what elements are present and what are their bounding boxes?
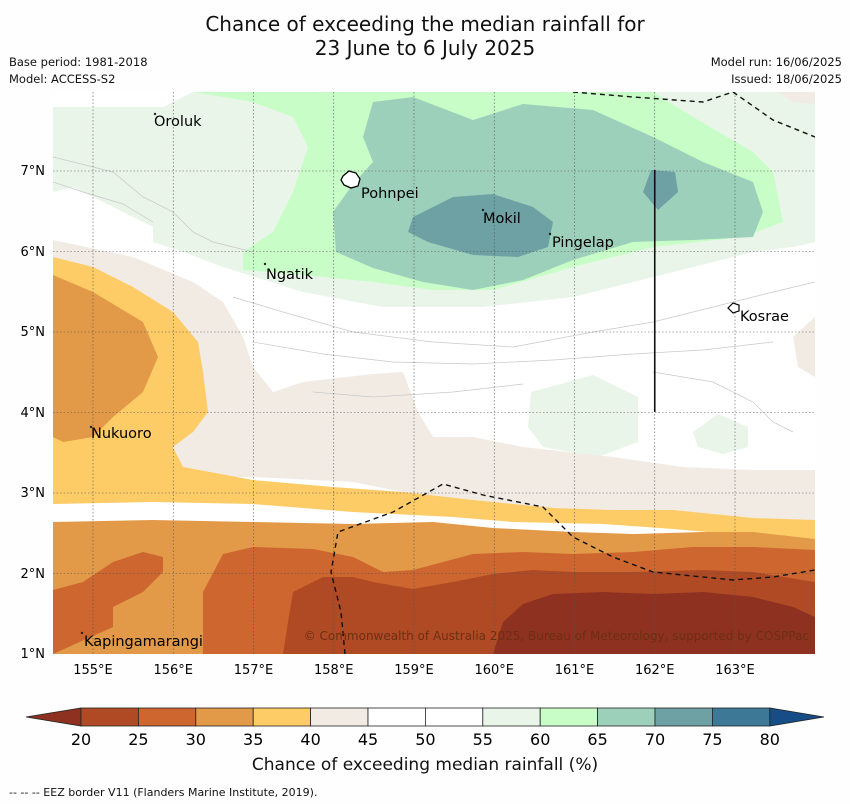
colorbar-tick-label: 55 — [473, 730, 493, 749]
contour-55-60-south — [528, 375, 638, 457]
pingelap-marker — [548, 232, 552, 236]
colorbar-cell — [367, 707, 426, 727]
title-line-1: Chance of exceeding the median rainfall … — [205, 12, 645, 36]
place-mokil: Mokil — [483, 211, 521, 227]
colorbar-cell — [482, 707, 541, 727]
colorbar-cell — [654, 707, 713, 727]
contour-70-75 — [408, 194, 553, 257]
contour-35-40 — [53, 257, 815, 541]
lon-tick: 163°E — [715, 663, 755, 678]
place-pingelap: Pingelap — [552, 235, 614, 251]
contour-lines — [53, 156, 815, 433]
model-name: Model: ACCESS-S2 — [9, 72, 116, 86]
colorbar-tick-label: 35 — [243, 730, 263, 749]
nukuoro-marker — [89, 425, 93, 429]
place-kosrae: Kosrae — [740, 309, 789, 325]
contour-below-20 — [493, 592, 815, 654]
copyright-notice: © Commonwealth of Australia 2025, Bureau… — [304, 629, 809, 643]
gridlines — [53, 92, 815, 654]
oroluk-marker — [153, 112, 157, 116]
colorbar-under-arrow — [25, 707, 82, 727]
base-period: Base period: 1981-2018 — [9, 55, 148, 69]
meta-left: Base period: 1981-2018 Model: ACCESS-S2 — [9, 54, 148, 88]
eez-legend-note: -- -- -- EEZ border V11 (Flanders Marine… — [9, 786, 318, 799]
place-ngatik: Ngatik — [266, 267, 314, 283]
colorbar-tick-label: 20 — [71, 730, 91, 749]
colorbar-title: Chance of exceeding median rainfall (%) — [251, 755, 599, 775]
lon-tick: 161°E — [555, 663, 595, 678]
colorbar-tick-label: 80 — [760, 730, 780, 749]
colorbar-tick-label: 70 — [645, 730, 665, 749]
lon-tick: 157°E — [234, 663, 274, 678]
lat-tick: 1°N — [21, 647, 46, 662]
kosrae-island-icon — [727, 302, 740, 314]
pohnpei-island-icon — [340, 170, 361, 189]
colorbar-tick-label: 30 — [186, 730, 206, 749]
lat-tick: 3°N — [21, 486, 46, 501]
contour-25-30 — [53, 552, 163, 654]
model-run: Model run: 16/06/2025 — [710, 55, 842, 69]
lat-tick: 7°N — [21, 164, 46, 179]
lon-tick: 160°E — [474, 663, 514, 678]
contour-70-75-east — [643, 170, 678, 210]
kapingamarangi-marker — [80, 631, 84, 635]
colorbar-tick-label: 65 — [587, 730, 607, 749]
lat-tick: 5°N — [21, 325, 46, 340]
contour-30-35 — [53, 275, 158, 442]
place-kapingamarangi: Kapingamarangi — [84, 634, 203, 650]
contour-55-60-east — [693, 414, 748, 454]
meta-right: Model run: 16/06/2025 Issued: 18/06/2025 — [711, 54, 842, 88]
lon-tick: 159°E — [394, 663, 434, 678]
ngatik-marker — [263, 262, 267, 266]
colorbar-tick-label: 45 — [358, 730, 378, 749]
colorbar-cell — [137, 707, 197, 727]
lon-tick: 162°E — [635, 663, 675, 678]
lat-tick: 6°N — [21, 245, 46, 260]
colorbar-cell — [195, 707, 254, 727]
colorbar-cell — [539, 707, 599, 727]
colorbar-tick-label: 50 — [415, 730, 435, 749]
map-title: Chance of exceeding the median rainfall … — [0, 12, 850, 60]
lon-tick: 158°E — [314, 663, 354, 678]
colorbar-cell — [424, 707, 484, 727]
axis-ticks: 155°E 156°E 157°E 158°E 159°E 160°E 161°… — [21, 164, 755, 678]
colorbar-cell — [80, 707, 139, 727]
colorbar-cell — [597, 707, 656, 727]
colorbar-cell — [310, 707, 369, 727]
colorbar-tick-label: 75 — [702, 730, 722, 749]
title-line-2: 23 June to 6 July 2025 — [314, 36, 536, 60]
lat-tick: 2°N — [21, 567, 46, 582]
lon-tick: 155°E — [73, 663, 113, 678]
lon-tick: 156°E — [153, 663, 193, 678]
issued-date: Issued: 18/06/2025 — [731, 72, 842, 86]
colorbar-cell — [712, 707, 771, 727]
colorbar-tick-label: 25 — [128, 730, 148, 749]
lat-tick: 4°N — [21, 406, 46, 421]
colorbar-cell — [252, 707, 311, 727]
place-nukuoro: Nukuoro — [91, 426, 152, 442]
contour-40-45 — [53, 240, 815, 522]
eez-borders — [330, 92, 815, 654]
mokil-marker — [481, 208, 485, 212]
place-pohnpei: Pohnpei — [361, 186, 419, 202]
colorbar-tick-label: 60 — [530, 730, 550, 749]
colorbar-over-arrow — [769, 707, 825, 727]
contour-40-45-ne — [778, 92, 815, 104]
rainfall-map: Oroluk Pohnpei Mokil Pingelap Ngatik Kos… — [53, 92, 815, 654]
colorbar-tick-label: 40 — [300, 730, 320, 749]
place-oroluk: Oroluk — [154, 114, 202, 130]
colorbar: 20 25 30 35 40 45 50 55 60 65 70 75 80 — [25, 707, 825, 749]
